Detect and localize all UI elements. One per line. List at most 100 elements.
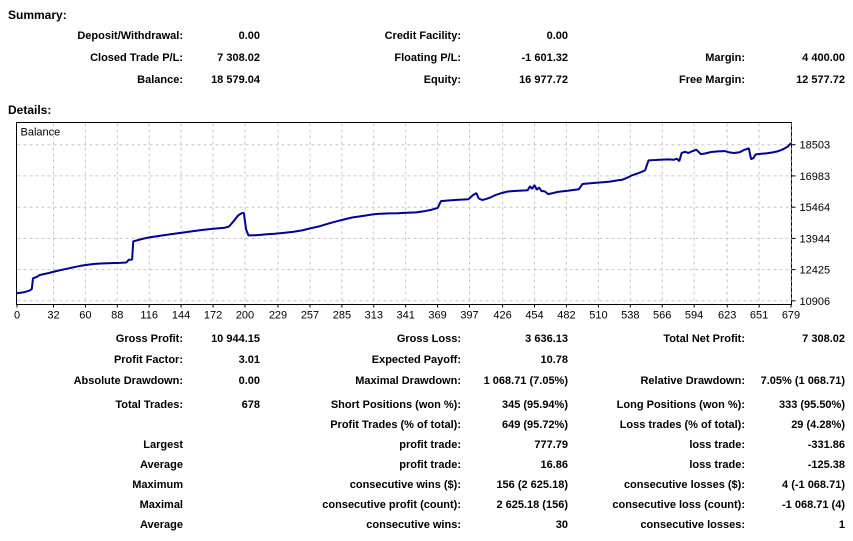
x-tick-label: 88 (111, 310, 123, 322)
value-cell: 10 944.15 (211, 333, 260, 345)
value-cell: 777.79 (534, 439, 568, 451)
x-tick-label: 285 (333, 310, 351, 322)
value-cell (183, 455, 260, 475)
value-cell: 678 (241, 399, 260, 411)
label-cell: Balance: (137, 74, 183, 86)
value-cell: 7.05% (1 068.71) (760, 375, 845, 387)
value-cell: 29 (4.28%) (791, 419, 845, 431)
label-cell: consecutive loss (count): (612, 499, 745, 511)
value-cell: 156 (2 625.18) (496, 479, 568, 491)
x-tick-label: 566 (653, 310, 671, 322)
x-tick-label: 397 (460, 310, 478, 322)
value-cell: 16 977.72 (519, 74, 568, 86)
value-cell: 2 625.18 (156) (496, 499, 568, 511)
label-cell: consecutive profit (count): (322, 499, 461, 511)
label-cell: consecutive wins ($): (349, 479, 461, 491)
value-cell: 7 308.02 (217, 52, 260, 64)
x-tick-label: 510 (589, 310, 607, 322)
value-cell: -1 068.71 (4) (782, 499, 845, 511)
label-cell: Closed Trade P/L: (90, 52, 183, 64)
label-cell: loss trade: (689, 459, 745, 471)
label-cell: consecutive wins: (366, 519, 461, 531)
value-cell: -125.38 (807, 459, 845, 471)
value-cell: 3 636.13 (525, 333, 568, 345)
label-cell: Absolute Drawdown: (73, 375, 183, 387)
y-tick-label: 12425 (800, 265, 831, 277)
balance-chart-svg: 10906 12425 13944 15464 16983 18503 0 32 60 88 116… (14, 122, 831, 322)
label-cell: Floating P/L: (394, 52, 461, 64)
x-tick-label: 257 (301, 310, 319, 322)
value-cell (183, 415, 260, 435)
value-cell (183, 435, 260, 455)
value-cell: 10.78 (540, 354, 568, 366)
value-cell: 3.01 (238, 354, 260, 366)
x-tick-label: 623 (718, 310, 736, 322)
label-cell: Long Positions (won %): (616, 399, 745, 411)
x-tick-label: 454 (525, 310, 543, 322)
value-cell: -1 601.32 (521, 52, 568, 64)
value-cell: 12 577.72 (796, 74, 845, 86)
value-cell: 30 (555, 519, 568, 531)
x-tick-label: 369 (428, 310, 446, 322)
label-cell: Average (139, 459, 183, 471)
label-cell: consecutive losses ($): (623, 479, 745, 491)
x-tick-label: 538 (621, 310, 639, 322)
x-tick-label: 679 (782, 310, 800, 322)
x-tick-label: 60 (79, 310, 91, 322)
y-tick-label: 18503 (800, 140, 831, 152)
balance-chart: 10906 12425 13944 15464 16983 18503 0 32 60 88 116… (12, 122, 853, 322)
value-cell: 1 (838, 519, 845, 531)
label-cell: Maximal Drawdown: (355, 375, 461, 387)
x-tick-label: 32 (47, 310, 59, 322)
label-cell: Equity: (423, 74, 461, 86)
value-cell: 7 308.02 (802, 333, 845, 345)
balance-line (16, 142, 792, 295)
value-cell: 0.00 (238, 375, 260, 387)
label-cell: Relative Drawdown: (640, 375, 745, 387)
value-cell: 649 (95.72%) (501, 419, 568, 431)
summary-title: Summary: (8, 8, 67, 22)
label-cell: Total Trades: (115, 399, 183, 411)
label-cell: Profit Factor: (113, 354, 183, 366)
value-cell: -331.86 (807, 439, 845, 451)
value-cell (183, 495, 260, 515)
label-cell: Largest (143, 439, 183, 451)
summary-table: Deposit/Withdrawal: 0.00 Credit Facility: 0… (0, 25, 853, 91)
label-cell (568, 25, 745, 47)
x-tick-label: 341 (397, 310, 415, 322)
x-tick-label: 116 (140, 310, 158, 322)
x-tick-label: 594 (685, 310, 703, 322)
y-tick-label: 13944 (800, 233, 831, 245)
value-cell: 333 (95.50%) (778, 399, 845, 411)
label-cell: Total Net Profit: (663, 333, 745, 345)
value-cell: 1 068.71 (7.05%) (483, 375, 568, 387)
account-statement-page: { "summary": { "title": "Summary:", "row… (0, 8, 853, 541)
label-cell: Expected Payoff: (371, 354, 461, 366)
label-cell: loss trade: (689, 439, 745, 451)
label-cell: Average (139, 519, 183, 531)
label-cell: profit trade: (399, 459, 461, 471)
value-cell: 18 579.04 (211, 74, 260, 86)
x-tick-label: 229 (269, 310, 287, 322)
x-tick-label: 144 (172, 310, 190, 322)
label-cell: consecutive losses: (640, 519, 745, 531)
value-cell (745, 25, 845, 47)
x-tick-label: 200 (236, 310, 254, 322)
y-tick-label: 16983 (800, 171, 831, 183)
label-cell: Free Margin: (678, 74, 745, 86)
summary-section: Summary: Deposit/Withdrawal: 0.00 Credit F… (0, 8, 853, 91)
details-section: Gross Profit: 10 944.15 Gross Loss: 3 636.1… (0, 329, 853, 535)
label-cell (0, 415, 183, 435)
value-cell: 0.00 (238, 30, 260, 42)
label-cell: Maximal (139, 499, 183, 511)
value-cell (745, 350, 845, 371)
label-cell: profit trade: (399, 439, 461, 451)
details-table-trades: Total Trades: 678 Short Positions (won %):… (0, 395, 853, 535)
label-cell: Deposit/Withdrawal: (77, 30, 183, 42)
value-cell (183, 475, 260, 495)
label-cell: Maximum (132, 479, 183, 491)
details-title: Details: (8, 103, 52, 117)
label-cell: Profit Trades (% of total): (330, 419, 461, 431)
x-tick-label: 172 (204, 310, 222, 322)
y-tick-label: 10906 (800, 296, 831, 308)
